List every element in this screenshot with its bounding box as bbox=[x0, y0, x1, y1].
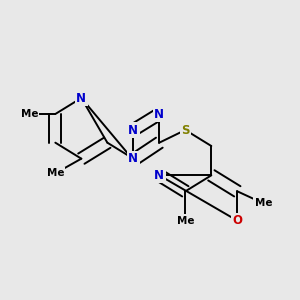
Text: Me: Me bbox=[21, 109, 38, 119]
Text: S: S bbox=[181, 124, 190, 136]
Text: N: N bbox=[128, 152, 138, 165]
Text: Me: Me bbox=[177, 216, 194, 226]
Text: O: O bbox=[232, 214, 242, 227]
Text: N: N bbox=[128, 124, 138, 136]
Text: N: N bbox=[76, 92, 86, 104]
Text: Me: Me bbox=[255, 198, 272, 208]
Text: Me: Me bbox=[46, 168, 64, 178]
Text: N: N bbox=[154, 107, 164, 121]
Text: N: N bbox=[154, 169, 164, 182]
